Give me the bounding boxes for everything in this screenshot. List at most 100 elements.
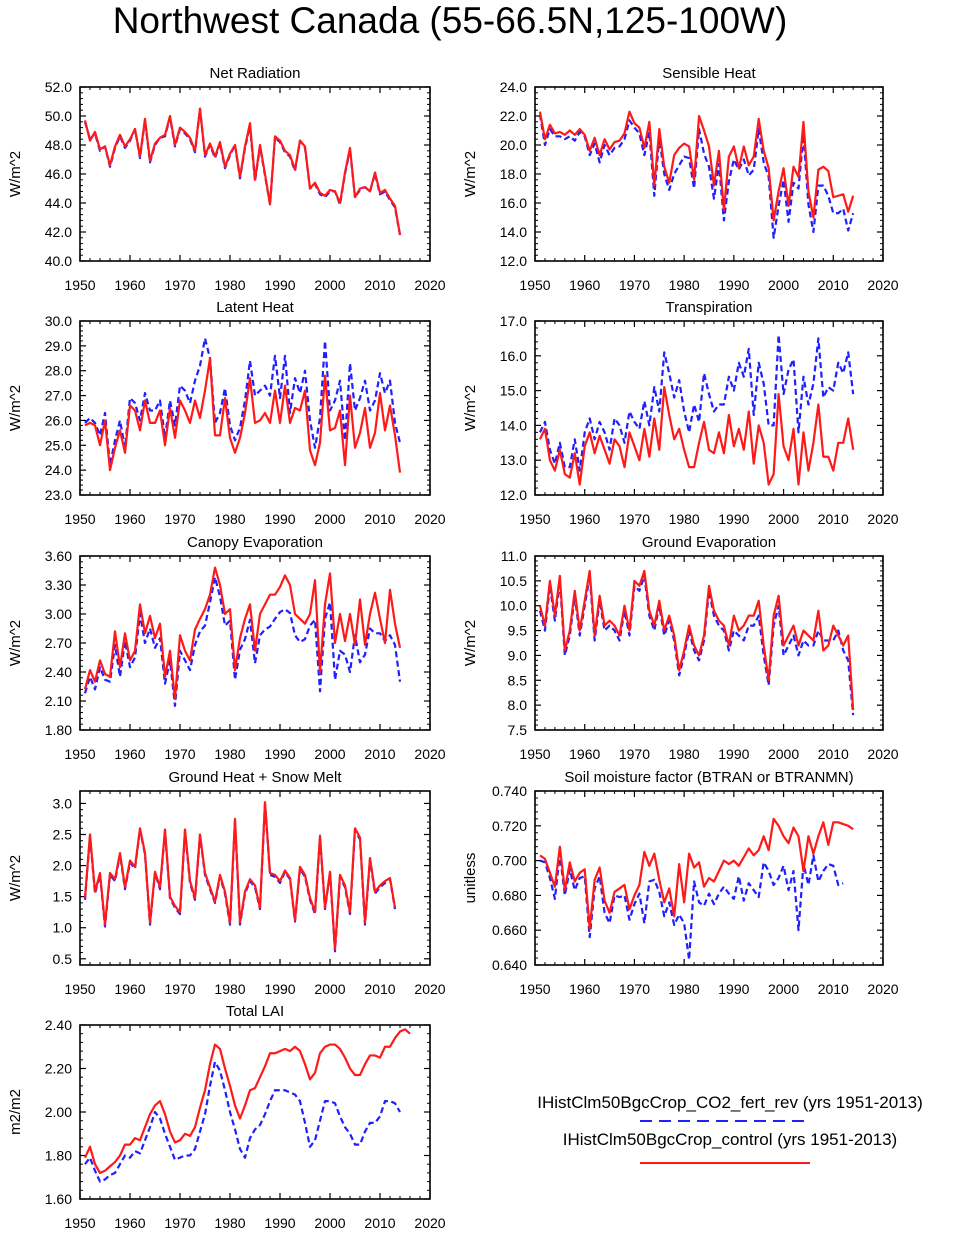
net-radiation-xtick-label: 1950	[64, 277, 95, 293]
ground-heat-snow-melt-ytick-label: 2.0	[53, 858, 73, 874]
latent-heat-xtick-label: 1950	[64, 511, 95, 527]
legend-label-control: IHistClm50BgcCrop_control (yrs 1951-2013…	[563, 1130, 897, 1149]
ground-evaporation-xtick-label: 1990	[718, 746, 749, 762]
soil-moisture-factor-btran-or-btranmn-xtick-label: 1970	[619, 981, 650, 997]
total-lai-xtick-label: 1950	[64, 1215, 95, 1231]
sensible-heat-title: Sensible Heat	[662, 65, 756, 82]
sensible-heat-xtick-label: 1990	[718, 277, 749, 293]
ground-evaporation-ylabel: W/m^2	[462, 620, 479, 666]
soil-moisture-factor-btran-or-btranmn-xtick-label: 1960	[569, 981, 600, 997]
ground-heat-snow-melt-xtick-label: 1970	[164, 981, 195, 997]
soil-moisture-factor-btran-or-btranmn-title: Soil moisture factor (BTRAN or BTRANMN)	[564, 769, 853, 786]
net-radiation-xtick-label: 2020	[414, 277, 445, 293]
total-lai-title: Total LAI	[226, 1003, 284, 1020]
latent-heat-title: Latent Heat	[216, 299, 294, 316]
ground-evaporation-title: Ground Evaporation	[642, 534, 776, 551]
latent-heat-ytick-label: 26.0	[45, 412, 72, 428]
latent-heat-ylabel: W/m^2	[7, 385, 24, 431]
canopy-evaporation-ytick-label: 2.40	[45, 664, 72, 680]
canopy-evaporation-ytick-label: 2.10	[45, 693, 72, 709]
canopy-evaporation-xtick-label: 2020	[414, 746, 445, 762]
latent-heat-xtick-label: 1970	[164, 511, 195, 527]
ground-heat-snow-melt-series-control	[83, 801, 397, 951]
ground-evaporation-xtick-label: 2020	[867, 746, 898, 762]
transpiration-xtick-label: 2020	[867, 511, 898, 527]
total-lai-ytick-label: 1.80	[45, 1148, 72, 1164]
sensible-heat-ylabel: W/m^2	[462, 151, 479, 197]
total-lai-xtick-label: 1960	[114, 1215, 145, 1231]
soil-moisture-factor-btran-or-btranmn-xtick-label: 1990	[718, 981, 749, 997]
sensible-heat-ytick-label: 14.0	[500, 224, 527, 240]
soil-moisture-factor-btran-or-btranmn-xtick-label: 2000	[768, 981, 799, 997]
ground-heat-snow-melt-ytick-label: 3.0	[53, 795, 73, 811]
canopy-evaporation-xtick-label: 1990	[264, 746, 295, 762]
canopy-evaporation-ytick-label: 3.60	[45, 548, 72, 564]
canopy-evaporation-ytick-label: 1.80	[45, 722, 72, 738]
total-lai-series-control	[84, 1028, 411, 1175]
legend-label-fert-rev: IHistClm50BgcCrop_CO2_fert_rev (yrs 1951…	[537, 1093, 923, 1112]
sensible-heat-xtick-label: 1980	[669, 277, 700, 293]
plot-sensible-heat: Sensible Heat W/m^2 1950 1960 1970 1980 1990 20…	[462, 65, 899, 293]
latent-heat-xtick-label: 1990	[264, 511, 295, 527]
sensible-heat-xtick-label: 2010	[818, 277, 849, 293]
net-radiation-ytick-label: 42.0	[45, 224, 72, 240]
ground-evaporation-ytick-label: 8.0	[508, 697, 528, 713]
transpiration-xtick-label: 1960	[569, 511, 600, 527]
transpiration-xtick-label: 1970	[619, 511, 650, 527]
plot-total-lai: Total LAI m2/m2 1950 1960 1970 1980 1990 2000 20…	[7, 1003, 446, 1231]
transpiration-ylabel: W/m^2	[462, 385, 479, 431]
net-radiation-xtick-label: 2010	[364, 277, 395, 293]
plot-net-radiation: Net Radiation W/m^2 1950 1960 1970 1980 1990 20…	[7, 65, 446, 293]
total-lai-xtick-label: 1970	[164, 1215, 195, 1231]
canopy-evaporation-ytick-label: 3.30	[45, 577, 72, 593]
net-radiation-title: Net Radiation	[210, 65, 301, 82]
sensible-heat-xtick-label: 1950	[519, 277, 550, 293]
net-radiation-xtick-label: 1980	[214, 277, 245, 293]
soil-moisture-factor-btran-or-btranmn-xtick-label: 1950	[519, 981, 550, 997]
latent-heat-frame	[79, 320, 431, 496]
latent-heat-ytick-label: 30.0	[45, 313, 72, 329]
total-lai-ytick-label: 2.20	[45, 1061, 72, 1077]
ground-heat-snow-melt-series-fert-rev	[83, 802, 397, 953]
soil-moisture-factor-btran-or-btranmn-ytick-label: 0.640	[492, 957, 527, 973]
latent-heat-ytick-label: 24.0	[45, 462, 72, 478]
soil-moisture-factor-btran-or-btranmn-series-control	[539, 817, 854, 930]
sensible-heat-ytick-label: 22.0	[500, 108, 527, 124]
ground-evaporation-xtick-label: 1960	[569, 746, 600, 762]
latent-heat-series-control	[84, 357, 402, 473]
canopy-evaporation-xtick-label: 1980	[214, 746, 245, 762]
ground-heat-snow-melt-xtick-label: 1960	[114, 981, 145, 997]
canopy-evaporation-ytick-label: 2.70	[45, 635, 72, 651]
transpiration-series-control	[538, 386, 855, 486]
legend: IHistClm50BgcCrop_CO2_fert_rev (yrs 1951…	[537, 1093, 923, 1164]
ground-heat-snow-melt-frame	[79, 790, 431, 966]
plot-canopy-evaporation: Canopy Evaporation W/m^2 1950 1960 1970 1980 1…	[7, 534, 446, 762]
total-lai-xtick-label: 1980	[214, 1215, 245, 1231]
ground-evaporation-ytick-label: 8.5	[508, 672, 528, 688]
total-lai-ytick-label: 2.40	[45, 1017, 72, 1033]
total-lai-xtick-label: 1990	[264, 1215, 295, 1231]
plot-soil-moisture-factor: Soil moisture factor (BTRAN or BTRANMN) u…	[462, 769, 899, 997]
ground-evaporation-ytick-label: 10.0	[500, 598, 527, 614]
transpiration-xtick-label: 1990	[718, 511, 749, 527]
sensible-heat-ytick-label: 18.0	[500, 166, 527, 182]
ground-evaporation-ytick-label: 9.5	[508, 623, 528, 639]
latent-heat-xtick-label: 2010	[364, 511, 395, 527]
transpiration-xtick-label: 2010	[818, 511, 849, 527]
soil-moisture-factor-btran-or-btranmn-xtick-label: 2020	[867, 981, 898, 997]
ground-heat-snow-melt-xtick-label: 1990	[264, 981, 295, 997]
transpiration-xtick-label: 2000	[768, 511, 799, 527]
total-lai-ylabel: m2/m2	[7, 1089, 24, 1135]
latent-heat-ytick-label: 23.0	[45, 487, 72, 503]
ground-heat-snow-melt-ytick-label: 0.5	[53, 951, 73, 967]
transpiration-xtick-label: 1980	[669, 511, 700, 527]
latent-heat-xtick-label: 2000	[314, 511, 345, 527]
ground-evaporation-xtick-label: 1980	[669, 746, 700, 762]
canopy-evaporation-xtick-label: 2010	[364, 746, 395, 762]
ground-evaporation-series-control	[538, 569, 855, 711]
total-lai-frame	[79, 1024, 431, 1200]
net-radiation-xtick-label: 1960	[114, 277, 145, 293]
transpiration-xtick-label: 1950	[519, 511, 550, 527]
canopy-evaporation-series-control	[83, 566, 402, 701]
